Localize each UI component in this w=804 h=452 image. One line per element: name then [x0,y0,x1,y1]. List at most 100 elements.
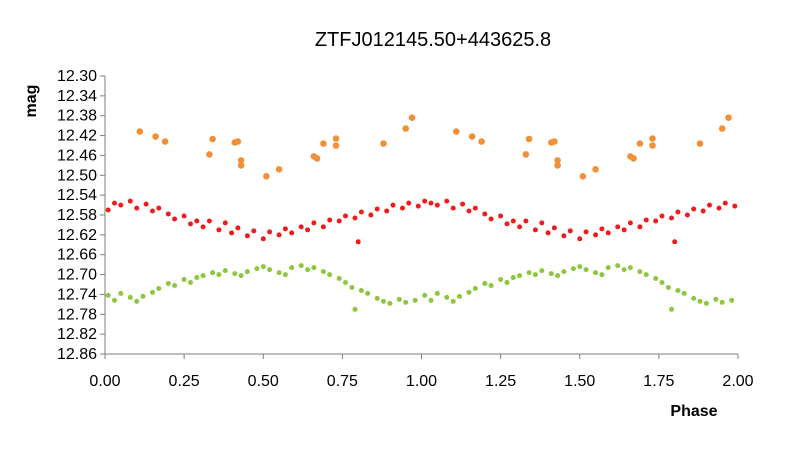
data-point [234,138,242,145]
data-point [237,162,245,169]
data-point [460,201,466,207]
data-point [408,114,416,121]
y-axis-label: mag [23,85,40,118]
data-point [551,225,557,231]
data-point [659,280,665,285]
data-point [118,290,124,296]
data-point [181,277,187,282]
data-point [554,162,561,169]
data-point [504,280,510,285]
x-tick-label: 0.00 [89,373,120,390]
data-point [669,215,674,221]
data-point [510,218,516,224]
data-point [482,211,488,217]
data-point [472,205,478,211]
data-point [156,205,162,211]
data-point [368,212,374,218]
data-point [127,198,133,204]
data-point [260,264,266,270]
data-point [583,267,589,273]
y-tick-label: 12.86 [57,346,97,363]
data-point [165,211,171,217]
data-point [134,205,140,211]
data-point [716,205,722,211]
data-point [510,275,516,280]
data-point [593,232,599,238]
data-point [343,213,348,219]
data-point [305,267,311,273]
data-point [105,292,111,298]
data-point [561,269,567,275]
data-point [428,200,434,206]
data-point [311,265,317,271]
data-point [156,286,162,291]
y-tick-label: 12.50 [57,167,97,184]
data-point [161,138,169,145]
data-point [444,198,450,204]
data-point [498,213,504,219]
data-point [374,206,380,212]
data-point [697,298,703,304]
data-point [621,227,627,233]
x-ticks: 0.00 0.25 0.50 0.75 1.00 1.25 1.50 1.75 2.00 [89,354,754,390]
data-point [396,296,402,302]
data-point [517,273,523,279]
x-tick-label: 1.25 [485,373,516,390]
data-point [188,221,193,227]
data-point [637,224,643,230]
data-point [422,292,428,298]
data-point [127,294,133,300]
data-point [387,300,393,306]
data-point [210,270,216,276]
data-point [327,272,333,278]
data-point [498,277,504,282]
x-tick-label: 0.50 [248,373,279,390]
data-point [504,221,510,227]
x-tick-label: 2.00 [722,373,753,390]
y-tick-label: 12.46 [57,147,97,164]
y-tick-label: 12.34 [57,88,97,105]
data-point [583,229,589,235]
data-point [523,218,529,224]
x-tick-label: 1.75 [643,373,674,390]
data-point [729,297,735,303]
data-point [434,290,440,296]
data-point [627,265,633,271]
data-point [466,289,472,295]
data-point [105,207,111,213]
data-point [320,224,326,230]
y-tick-label: 12.54 [57,187,97,204]
data-point [209,135,216,143]
data-point [545,230,551,236]
data-point [415,203,421,209]
data-point [555,273,561,279]
data-point [235,225,241,231]
data-point [539,220,545,226]
chart-title: ZTFJ012145.50+443625.8 [315,29,551,51]
data-point [200,273,206,279]
data-point [305,227,311,233]
series-1 [105,198,738,245]
data-point [352,306,358,312]
data-point [675,288,681,293]
y-tick-label: 12.82 [57,326,97,343]
data-point [551,138,558,145]
data-point [311,220,317,226]
data-point [450,298,456,304]
data-point [172,283,178,288]
data-point [675,209,681,215]
data-point [696,140,704,147]
data-point [605,265,611,271]
data-point [466,208,472,214]
data-point [681,290,687,296]
data-point [713,296,719,302]
data-point [254,266,260,272]
x-tick-label: 0.75 [327,373,358,390]
data-point [548,271,554,277]
y-tick-label: 12.62 [57,227,97,244]
y-tick-label: 12.30 [57,68,97,85]
data-point [659,213,665,219]
data-point [700,208,706,214]
data-point [615,263,621,269]
